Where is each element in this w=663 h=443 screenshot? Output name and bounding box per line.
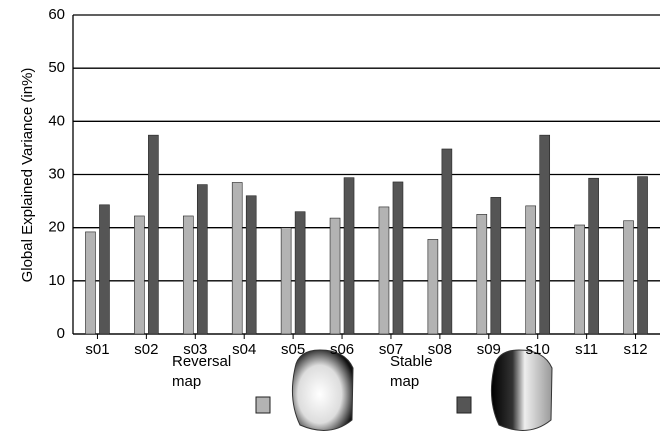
bar [134,216,144,334]
x-tick-label: s05 [281,341,305,358]
bar [85,232,95,334]
bar [295,212,305,334]
bar [428,239,438,334]
y-tick-label: 60 [48,6,65,23]
bar [526,206,536,334]
x-tick-label: s10 [526,341,550,358]
bar [232,182,242,334]
y-tick-label: 50 [48,59,65,76]
bar [183,216,193,334]
page: {"chart_data": {"type": "bar", "y_label"… [0,0,663,443]
bar [379,207,389,334]
bar [344,178,354,334]
bar [197,185,207,334]
bar [99,205,109,334]
bar [148,135,158,334]
legend-swatch [256,397,270,413]
y-tick-label: 40 [48,112,65,129]
bar [393,182,403,334]
x-tick-label: s02 [134,341,158,358]
bar [330,218,340,334]
bar [540,135,550,334]
legend-swatch [457,397,471,413]
legend-label: Stable map [390,352,450,392]
y-tick-label: 20 [48,219,65,236]
bar [442,149,452,334]
x-tick-label: s09 [477,341,501,358]
bar [246,196,256,334]
bar [477,214,487,334]
y-tick-label: 10 [48,272,65,289]
bar [281,228,291,334]
bar [491,197,501,334]
stable-map-icon [491,350,552,430]
bar [575,225,585,334]
x-tick-label: s06 [330,341,354,358]
legend-label: Reversal map [172,352,252,392]
y-axis-label: Global Explained Variance (in%) [19,68,36,283]
reversal-map-icon [292,350,353,430]
bar [638,177,648,334]
y-tick-label: 30 [48,165,65,182]
x-tick-label: s01 [85,341,109,358]
x-tick-label: s11 [575,341,598,358]
bar [624,221,634,334]
chart: Global Explained Variance (in%) 0 10 20 30 4… [0,0,663,443]
bar [589,178,599,334]
y-tick-label: 0 [57,325,65,342]
x-tick-label: s12 [623,341,647,358]
